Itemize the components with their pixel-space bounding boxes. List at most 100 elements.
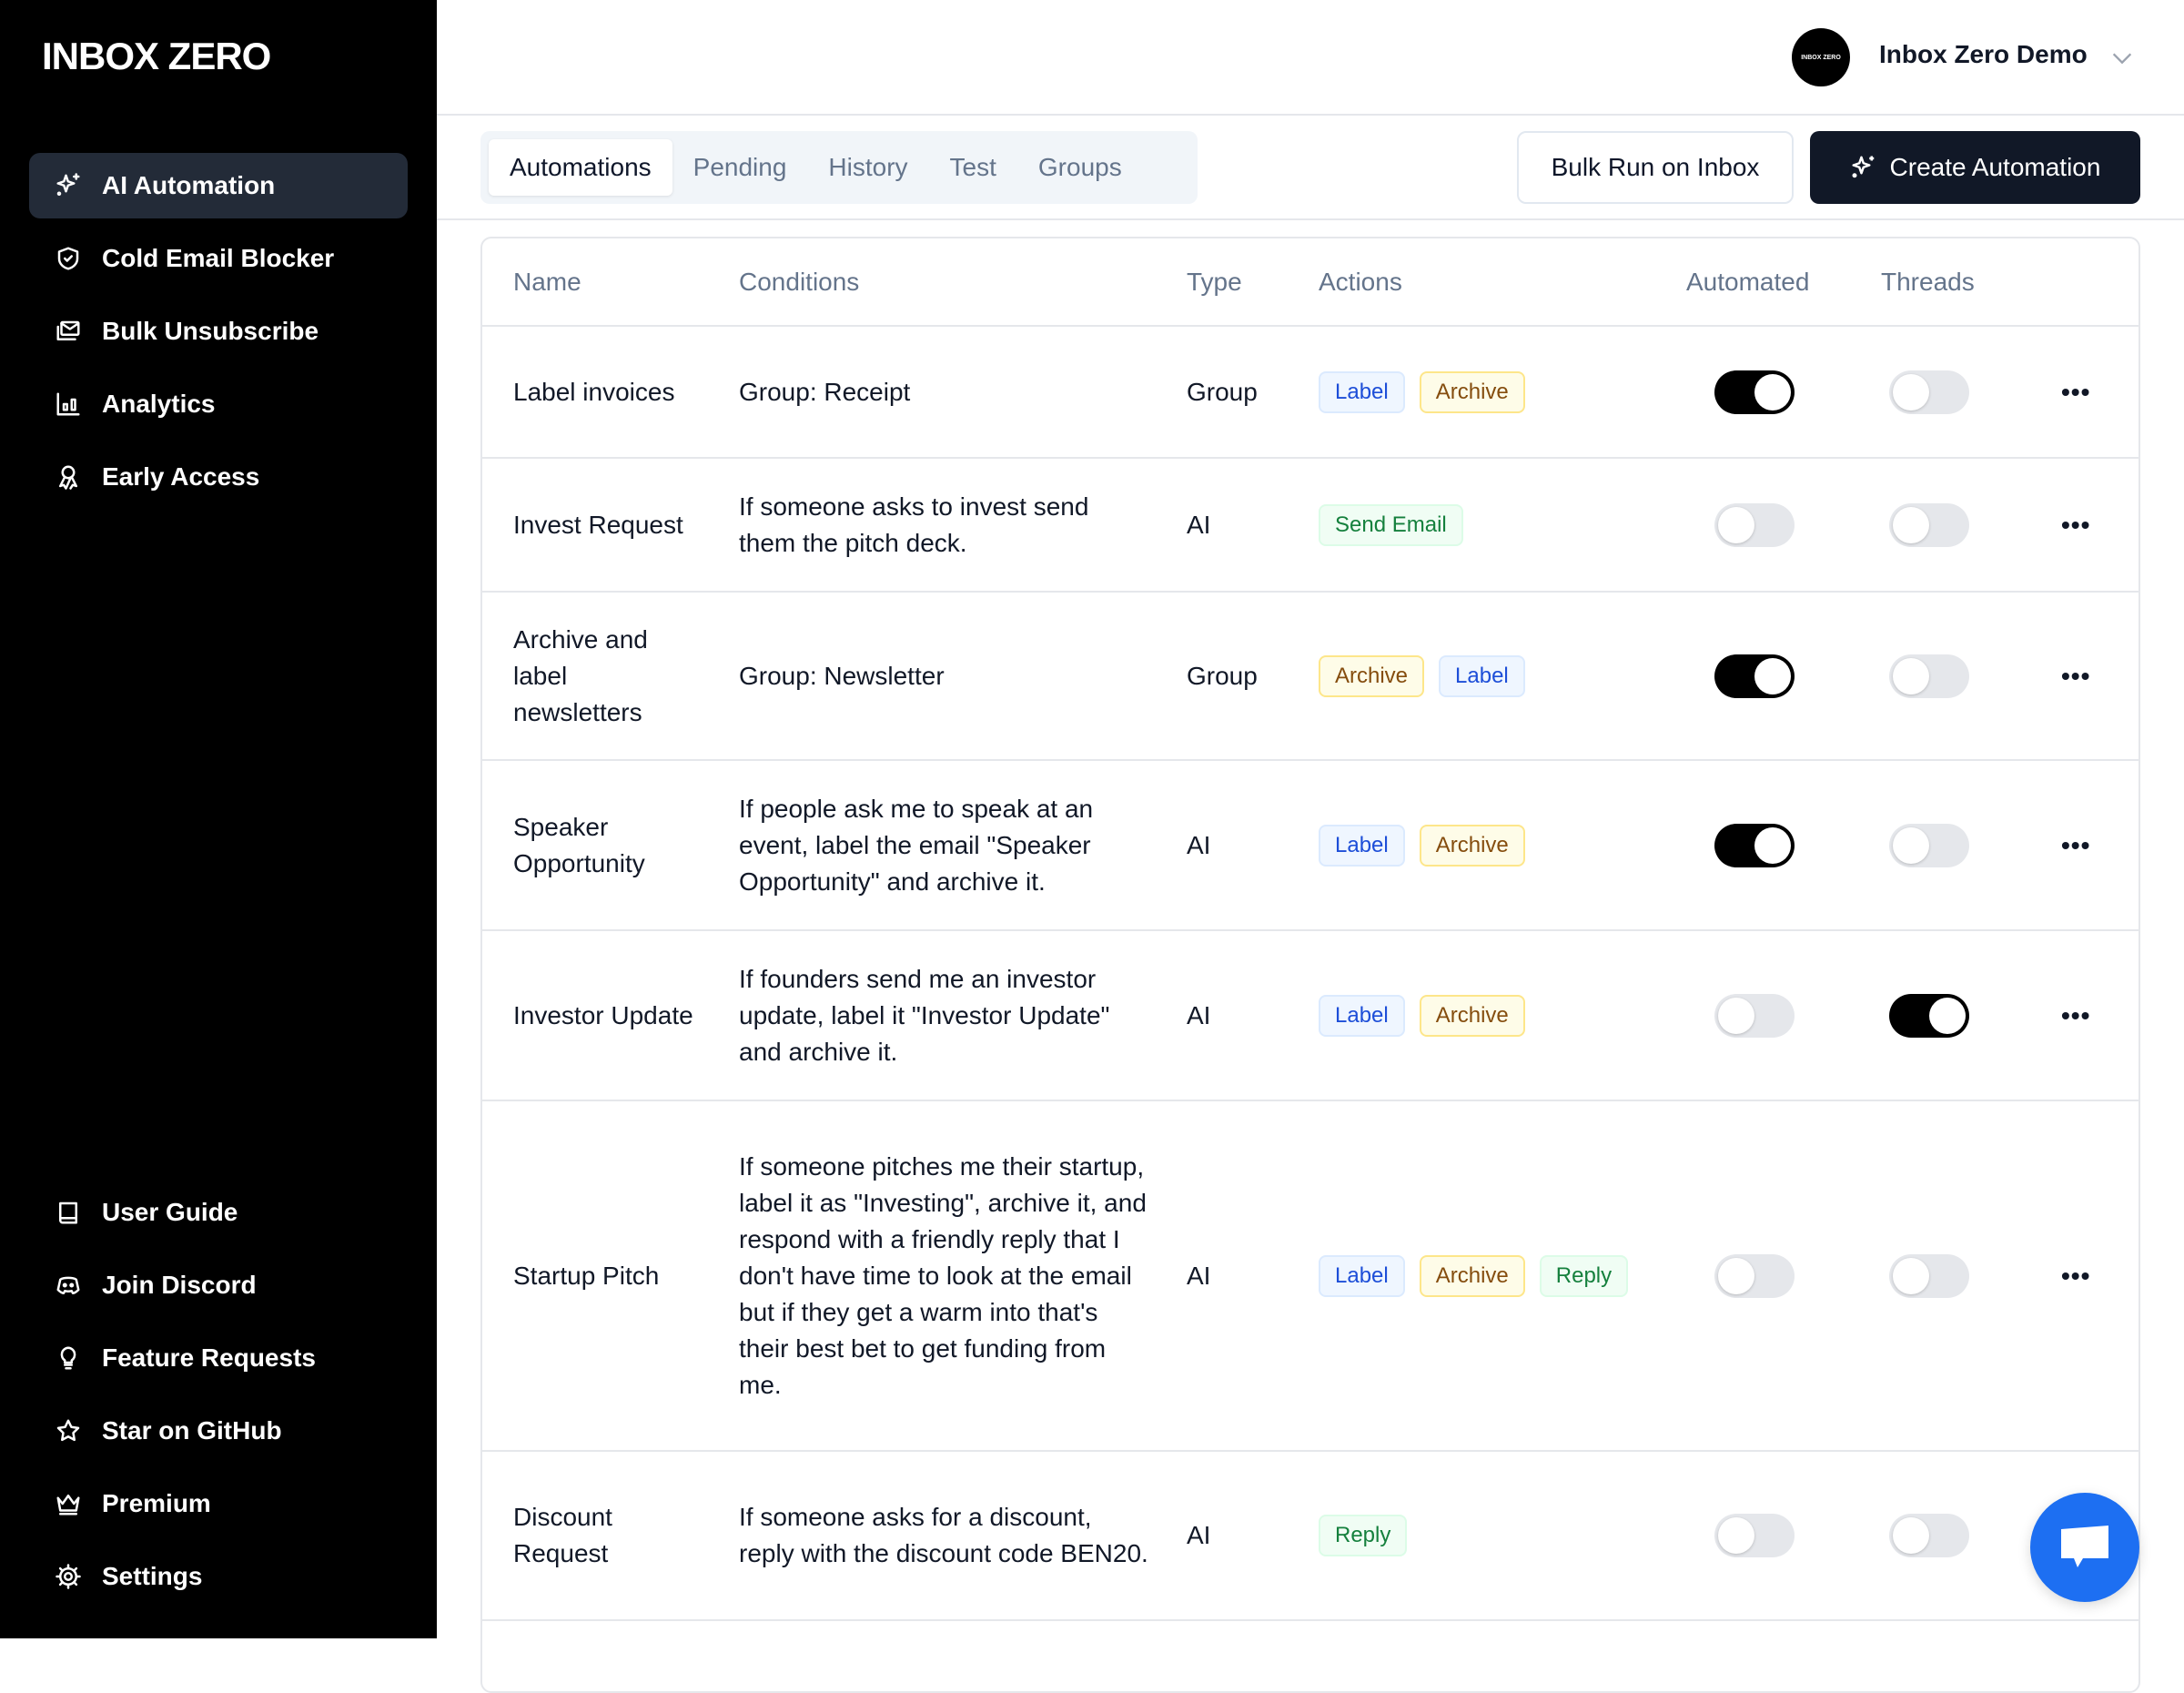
automated-toggle[interactable] (1714, 654, 1795, 698)
table-row[interactable]: Investor Update If founders send me an in… (482, 931, 2138, 1101)
create-automation-label: Create Automation (1889, 153, 2101, 181)
table-row[interactable]: Archive and label newsletters Group: News… (482, 593, 2138, 761)
sidebar-item-label: Star on GitHub (102, 1416, 282, 1445)
sidebar-item-premium[interactable]: Premium (29, 1471, 408, 1536)
rule-conditions: Group: Receipt (739, 377, 911, 406)
table-body: Label invoices Group: Receipt Group Label Ar… (482, 327, 2138, 1621)
threads-toggle[interactable] (1889, 1514, 1969, 1557)
rule-type: AI (1187, 1000, 1211, 1029)
sidebar-item-label: Analytics (102, 390, 216, 418)
automated-toggle[interactable] (1714, 370, 1795, 414)
create-automation-button[interactable]: Create Automation (1810, 131, 2140, 204)
rule-conditions: If someone asks to invest send them the … (739, 492, 1089, 557)
sidebar-nav-bottom: User Guide Join Discord Feature Requests St… (29, 1180, 408, 1617)
chevron-down-icon[interactable] (2109, 46, 2135, 71)
rule-actions: Reply (1319, 1515, 1686, 1556)
threads-toggle[interactable] (1889, 823, 1969, 867)
rule-name: Startup Pitch (513, 1261, 660, 1290)
shield-check-icon (29, 245, 102, 272)
column-header-actions: Actions (1319, 267, 1402, 296)
sidebar-item-label: Join Discord (102, 1271, 257, 1299)
rule-actions: Label Archive (1319, 370, 1686, 413)
automated-toggle[interactable] (1714, 502, 1795, 547)
threads-toggle[interactable] (1889, 993, 1969, 1038)
automations-table: Name Conditions Type Actions Automated Thread… (480, 237, 2140, 1693)
more-options-icon[interactable]: ••• (2061, 1000, 2091, 1029)
rule-conditions: If someone asks for a discount, reply wi… (739, 1503, 1148, 1567)
threads-toggle[interactable] (1889, 1253, 1969, 1298)
tab-pending[interactable]: Pending (693, 153, 787, 181)
rule-name: Speaker Opportunity (513, 812, 645, 877)
tab-list: Automations Pending History Test Groups (480, 131, 1198, 204)
sidebar-item-label: Settings (102, 1562, 203, 1590)
more-options-icon[interactable]: ••• (2061, 661, 2091, 690)
rule-name: Investor Update (513, 1000, 693, 1029)
user-menu-name[interactable]: Inbox Zero Demo (1879, 40, 2088, 68)
table-row[interactable]: Label invoices Group: Receipt Group Label Ar… (482, 327, 2138, 459)
action-badge-label: Label (1439, 654, 1525, 697)
table-row[interactable]: Speaker Opportunity If people ask me to s… (482, 761, 2138, 931)
more-options-icon[interactable]: ••• (2061, 510, 2091, 539)
star-icon (29, 1417, 102, 1445)
threads-toggle[interactable] (1889, 654, 1969, 698)
more-options-icon[interactable]: ••• (2061, 830, 2091, 859)
rule-actions: Label Archive (1319, 824, 1686, 867)
tab-test[interactable]: Test (949, 153, 996, 181)
rule-type: Group (1187, 377, 1258, 406)
avatar[interactable]: INBOX ZERO (1792, 28, 1850, 86)
rule-type: AI (1187, 1261, 1211, 1290)
tab-groups[interactable]: Groups (1037, 153, 1122, 181)
bulk-run-button[interactable]: Bulk Run on Inbox (1517, 131, 1794, 204)
automated-toggle[interactable] (1714, 1514, 1795, 1557)
automated-toggle[interactable] (1714, 823, 1795, 867)
table-row[interactable]: Invest Request If someone asks to invest … (482, 459, 2138, 593)
table-row[interactable]: Discount Request If someone asks for a di… (482, 1452, 2138, 1621)
rule-name: Invest Request (513, 510, 683, 539)
sidebar-item-label: AI Automation (102, 171, 276, 199)
sidebar-item-label: Bulk Unsubscribe (102, 317, 319, 345)
sidebar-item-star-on-github[interactable]: Star on GitHub (29, 1398, 408, 1464)
column-header-threads: Threads (1881, 267, 1975, 296)
sidebar-item-cold-email-blocker[interactable]: Cold Email Blocker (29, 226, 408, 291)
crown-icon (29, 1490, 102, 1517)
rule-actions: Archive Label (1319, 654, 1686, 697)
sidebar-item-bulk-unsubscribe[interactable]: Bulk Unsubscribe (29, 299, 408, 364)
sidebar-item-ai-automation[interactable]: AI Automation (29, 153, 408, 218)
rule-actions: Label Archive (1319, 994, 1686, 1037)
sidebar-item-user-guide[interactable]: User Guide (29, 1180, 408, 1245)
rule-conditions: If founders send me an investor update, … (739, 964, 1110, 1066)
sidebar: INBOX ZERO AI Automation Cold Email Block… (0, 0, 437, 1638)
action-badge-label: Label (1319, 1254, 1405, 1297)
column-header-name: Name (513, 267, 581, 296)
tab-automations[interactable]: Automations (489, 139, 672, 196)
action-badge-send-email: Send Email (1319, 503, 1463, 546)
action-badge-reply: Reply (1319, 1515, 1408, 1556)
sidebar-item-join-discord[interactable]: Join Discord (29, 1252, 408, 1318)
action-badge-label: Label (1319, 370, 1405, 413)
threads-toggle[interactable] (1889, 502, 1969, 547)
automated-toggle[interactable] (1714, 1253, 1795, 1298)
top-bar (437, 0, 2184, 116)
tab-history[interactable]: History (828, 153, 908, 181)
lightbulb-icon (29, 1344, 102, 1372)
rule-actions: Send Email (1319, 503, 1686, 546)
rule-conditions: Group: Newsletter (739, 661, 945, 690)
automated-toggle[interactable] (1714, 993, 1795, 1038)
more-options-icon[interactable]: ••• (2061, 1261, 2091, 1290)
table-row[interactable]: Startup Pitch If someone pitches me their… (482, 1101, 2138, 1452)
threads-toggle[interactable] (1889, 370, 1969, 414)
rule-conditions: If people ask me to speak at an event, l… (739, 794, 1094, 896)
sidebar-item-label: User Guide (102, 1198, 238, 1226)
action-badge-label: Label (1319, 824, 1405, 867)
column-header-conditions: Conditions (739, 267, 860, 296)
sidebar-item-analytics[interactable]: Analytics (29, 371, 408, 437)
sidebar-item-feature-requests[interactable]: Feature Requests (29, 1325, 408, 1391)
column-header-automated: Automated (1686, 267, 1810, 296)
chat-bubble-icon (2061, 1526, 2108, 1567)
chat-support-button[interactable] (2030, 1493, 2139, 1602)
sidebar-item-early-access[interactable]: Early Access (29, 444, 408, 510)
rule-type: AI (1187, 830, 1211, 859)
sidebar-item-settings[interactable]: Settings (29, 1544, 408, 1609)
more-options-icon[interactable]: ••• (2061, 377, 2091, 406)
mails-icon (29, 318, 102, 345)
